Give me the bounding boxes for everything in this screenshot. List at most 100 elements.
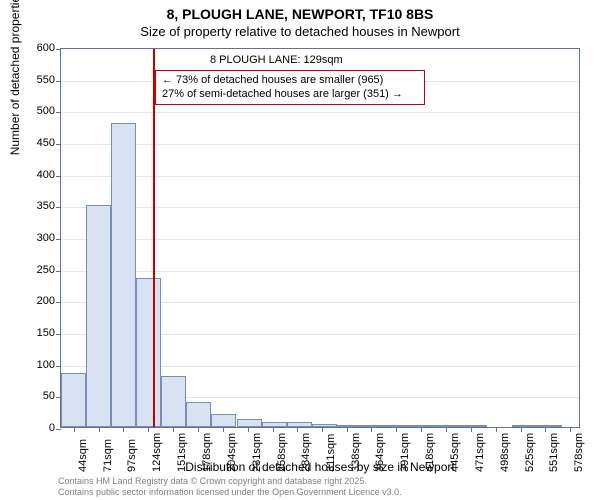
x-tick-label: 471sqm <box>474 433 486 472</box>
histogram-bar <box>61 373 86 427</box>
gridline <box>61 144 579 145</box>
y-tick-label: 550 <box>15 74 55 86</box>
chart-title-main: 8, PLOUGH LANE, NEWPORT, TF10 8BS <box>0 6 600 22</box>
x-tick-label: 178sqm <box>201 433 213 472</box>
x-tick-label: 418sqm <box>424 433 436 472</box>
histogram-bar <box>161 376 186 427</box>
x-tick-label: 551sqm <box>548 433 560 472</box>
histogram-bar <box>287 422 312 427</box>
annotation-box: ← 73% of detached houses are smaller (96… <box>155 70 425 105</box>
y-tick-mark <box>56 302 61 303</box>
histogram-bar <box>537 425 562 427</box>
y-tick-label: 450 <box>15 137 55 149</box>
x-tick-mark <box>74 427 75 432</box>
x-tick-label: 338sqm <box>350 433 362 472</box>
x-tick-mark <box>297 427 298 432</box>
x-tick-mark <box>123 427 124 432</box>
x-tick-mark <box>347 427 348 432</box>
y-tick-mark <box>56 271 61 272</box>
x-tick-label: 44sqm <box>77 439 89 472</box>
annotation-line1: ← 73% of detached houses are smaller (96… <box>162 73 418 87</box>
x-tick-label: 97sqm <box>126 439 138 472</box>
histogram-bar <box>237 419 262 427</box>
x-tick-mark <box>173 427 174 432</box>
y-tick-label: 100 <box>15 359 55 371</box>
plot-area <box>60 48 580 428</box>
x-tick-label: 311sqm <box>325 434 337 472</box>
histogram-bar <box>312 424 337 427</box>
y-tick-label: 250 <box>15 264 55 276</box>
y-tick-mark <box>56 334 61 335</box>
x-tick-mark <box>99 427 100 432</box>
footer-line2: Contains public sector information licen… <box>58 487 402 498</box>
histogram-bar <box>512 425 537 427</box>
x-tick-label: 151sqm <box>176 433 188 472</box>
y-tick-mark <box>56 207 61 208</box>
x-tick-label: 71sqm <box>102 439 114 472</box>
y-tick-label: 300 <box>15 232 55 244</box>
histogram-bar <box>86 205 111 427</box>
x-tick-mark <box>223 427 224 432</box>
x-tick-label: 258sqm <box>276 433 288 472</box>
histogram-bar <box>412 425 437 427</box>
x-tick-label: 124sqm <box>151 433 163 472</box>
x-tick-label: 231sqm <box>251 433 263 472</box>
x-tick-mark <box>471 427 472 432</box>
y-tick-label: 600 <box>15 42 55 54</box>
x-tick-mark <box>198 427 199 432</box>
histogram-bar <box>437 425 462 427</box>
y-tick-mark <box>56 366 61 367</box>
y-tick-mark <box>56 239 61 240</box>
gridline <box>61 239 579 240</box>
x-tick-mark <box>545 427 546 432</box>
gridline <box>61 176 579 177</box>
y-tick-label: 50 <box>15 390 55 402</box>
footer-attribution: Contains HM Land Registry data © Crown c… <box>58 476 402 498</box>
histogram-bar <box>262 422 287 427</box>
y-tick-label: 350 <box>15 200 55 212</box>
histogram-bar <box>111 123 136 427</box>
histogram-bar <box>211 414 236 427</box>
histogram-bar <box>136 278 161 427</box>
y-tick-label: 150 <box>15 327 55 339</box>
chart-container: 8, PLOUGH LANE, NEWPORT, TF10 8BS Size o… <box>0 0 600 500</box>
x-tick-mark <box>148 427 149 432</box>
x-tick-label: 498sqm <box>499 433 511 472</box>
x-tick-mark <box>570 427 571 432</box>
histogram-bar <box>337 425 362 427</box>
histogram-bar <box>387 425 412 427</box>
x-tick-mark <box>322 427 323 432</box>
marker-line <box>153 49 155 427</box>
histogram-bar <box>362 425 387 427</box>
x-tick-mark <box>446 427 447 432</box>
gridline <box>61 207 579 208</box>
y-tick-mark <box>56 176 61 177</box>
x-tick-label: 284sqm <box>300 433 312 472</box>
x-tick-mark <box>396 427 397 432</box>
y-tick-label: 500 <box>15 105 55 117</box>
x-tick-label: 445sqm <box>449 433 461 472</box>
annotation-title: 8 PLOUGH LANE: 129sqm <box>210 54 343 66</box>
y-tick-mark <box>56 49 61 50</box>
x-tick-mark <box>371 427 372 432</box>
y-tick-mark <box>56 144 61 145</box>
x-tick-label: 391sqm <box>399 433 411 472</box>
y-tick-mark <box>56 429 61 430</box>
chart-title-sub: Size of property relative to detached ho… <box>0 24 600 39</box>
x-tick-label: 525sqm <box>524 433 536 472</box>
gridline <box>61 271 579 272</box>
x-tick-mark <box>248 427 249 432</box>
annotation-line2: 27% of semi-detached houses are larger (… <box>162 87 418 101</box>
gridline <box>61 112 579 113</box>
histogram-bar <box>462 425 487 427</box>
x-tick-mark <box>496 427 497 432</box>
y-tick-label: 400 <box>15 169 55 181</box>
y-tick-label: 200 <box>15 295 55 307</box>
y-tick-mark <box>56 112 61 113</box>
x-tick-mark <box>521 427 522 432</box>
x-tick-label: 578sqm <box>573 433 585 472</box>
x-tick-mark <box>421 427 422 432</box>
y-tick-mark <box>56 81 61 82</box>
x-tick-mark <box>273 427 274 432</box>
x-tick-label: 364sqm <box>374 433 386 472</box>
